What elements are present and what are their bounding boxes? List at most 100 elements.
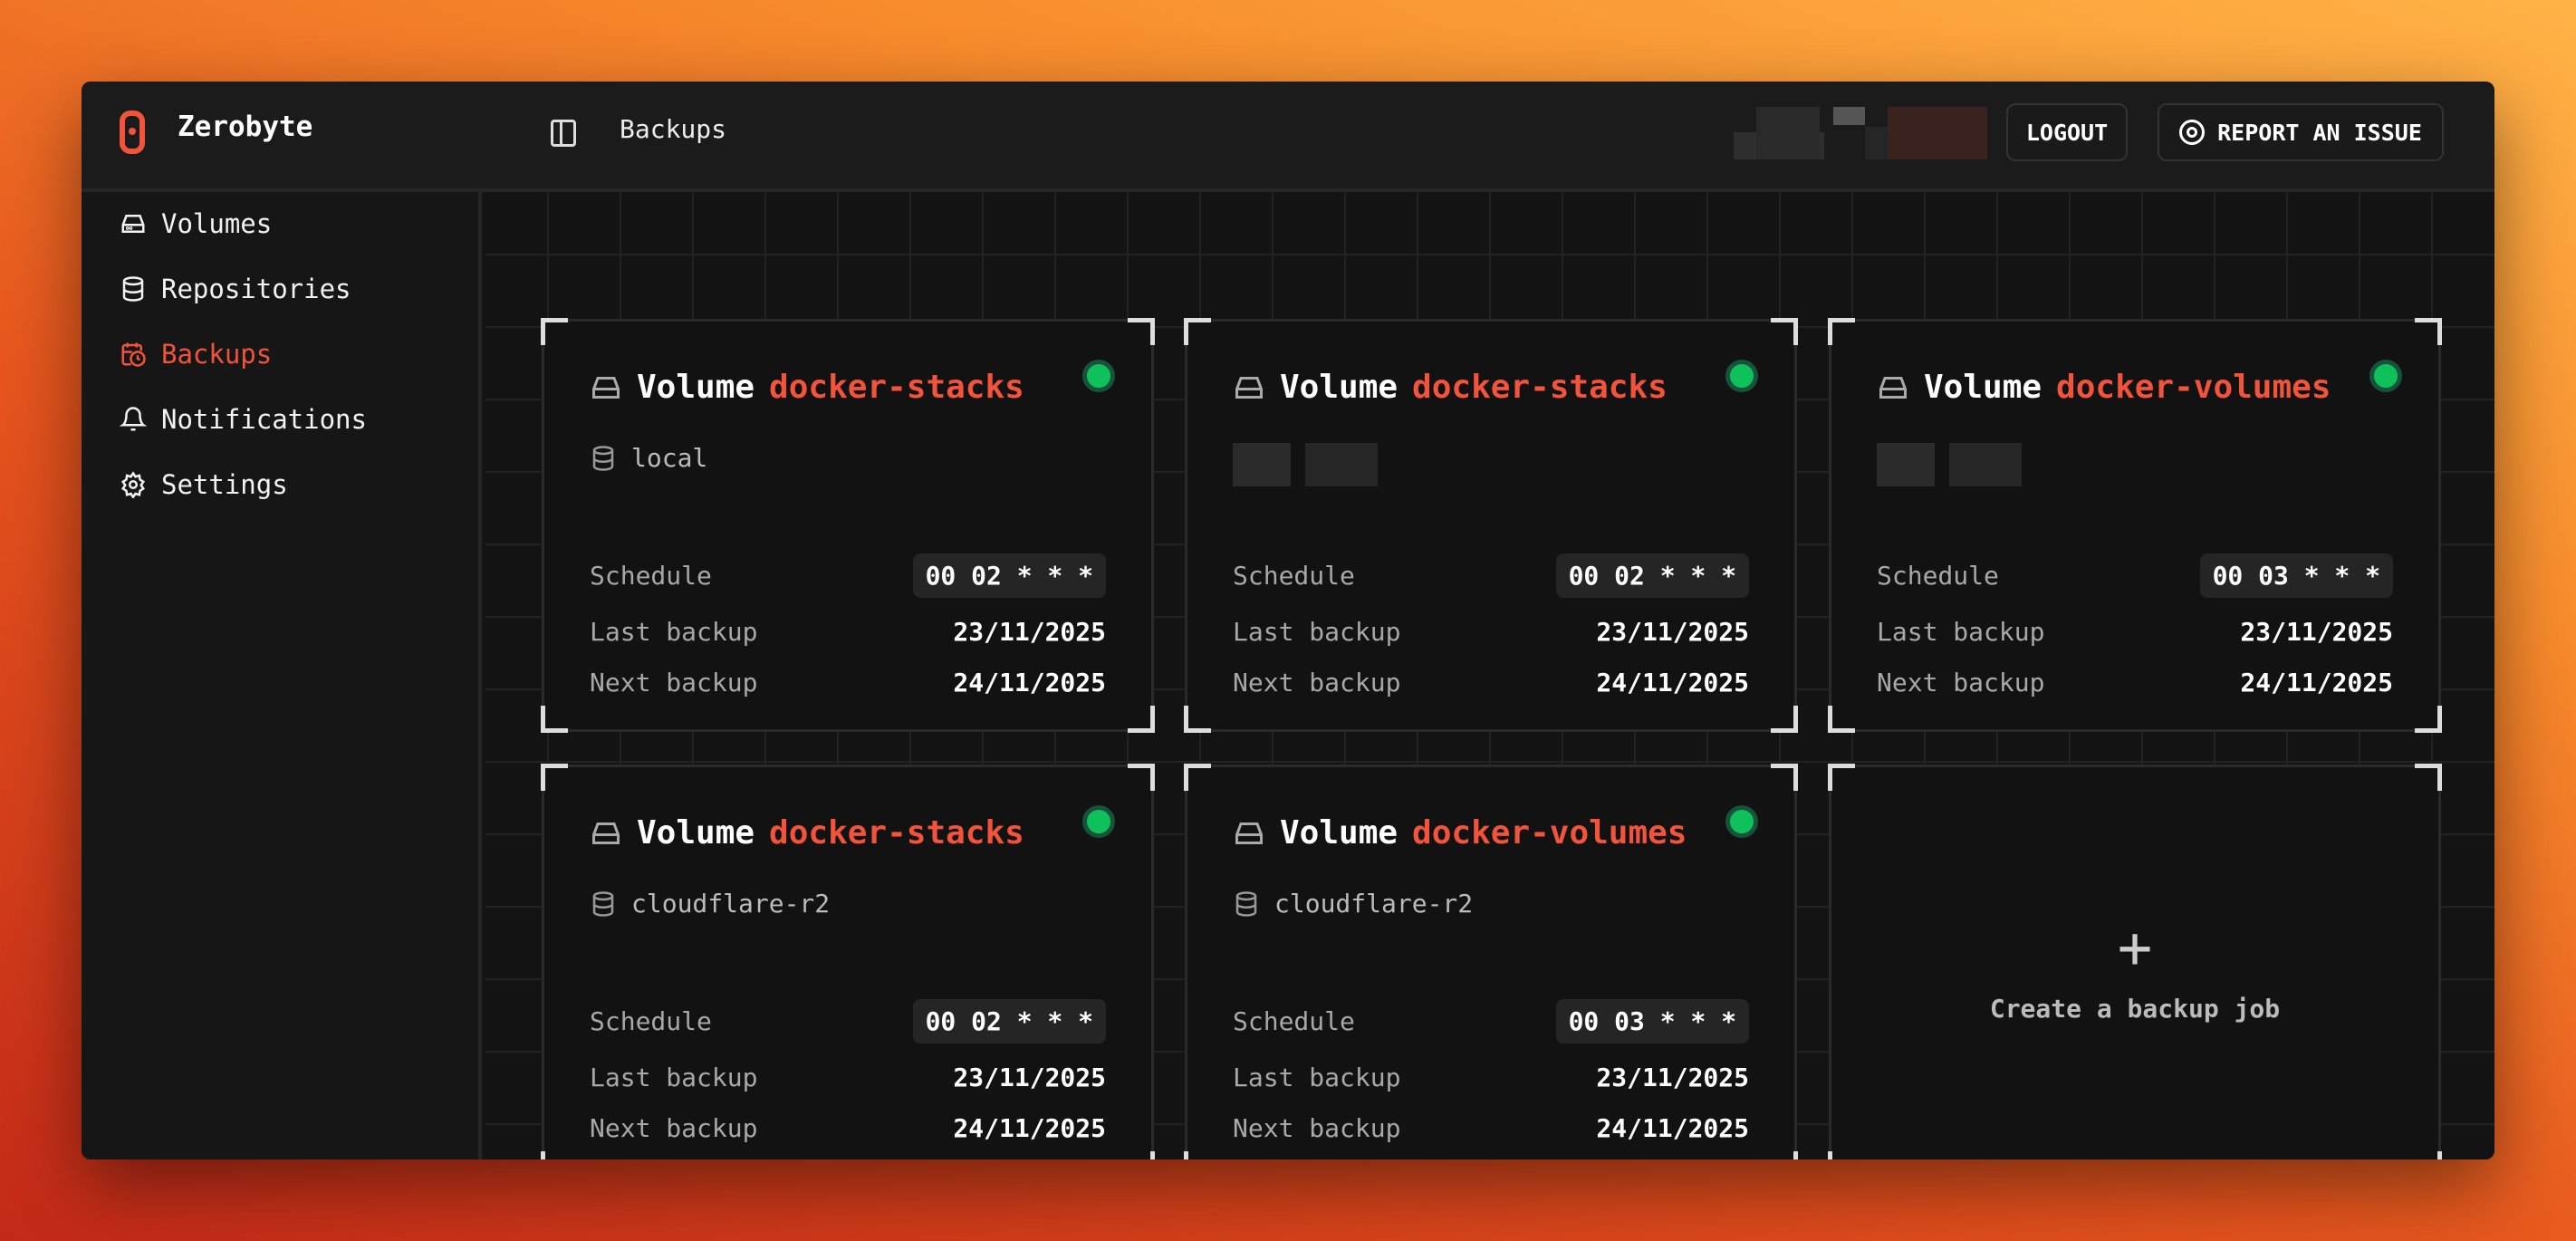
next-backup-value: 24/11/2025 [1596,1113,1749,1143]
redacted-repository [1877,443,2022,486]
sidebar-item-settings[interactable]: Settings [120,469,288,500]
plus-icon: + [2117,914,2153,982]
schedule-label: Schedule [1233,561,1355,591]
lifebuoy-icon [2179,120,2206,145]
card-title: Volume docker-stacks [590,369,1024,406]
schedule-value: 00 02 * * * [912,553,1106,598]
backup-job-card[interactable]: Volume docker-volumes cloudflare-r2 Sche… [1184,764,1798,1159]
last-backup-row: Last backup 23/11/2025 [1233,1063,1749,1092]
backup-job-card[interactable]: Volume docker-stacks local Schedule 00 02… [541,318,1155,733]
next-backup-value: 24/11/2025 [953,1113,1106,1143]
redacted-repository [1233,443,1378,486]
header: Zerobyte Backups LOGOUT REPORT AN ISSUE [82,82,2494,192]
breadcrumb: Backups [620,114,727,144]
sidebar-item-backups[interactable]: Backups [120,339,272,370]
last-backup-row: Last backup 23/11/2025 [1877,617,2393,647]
hard-drive-icon [1235,822,1263,844]
repository: cloudflare-r2 [1233,889,1473,919]
backup-job-card[interactable]: Volume docker-stacks cloudflare-r2 Sched… [541,764,1155,1159]
card-title: Volume docker-volumes [1233,814,1687,851]
backup-job-card[interactable]: Volume docker-stacks Schedule 00 02 * * *… [1184,318,1798,733]
backups-grid: Volume docker-stacks local Schedule 00 02… [485,192,2494,1159]
sidebar-toggle-icon[interactable] [551,120,576,147]
schedule-row: Schedule 00 03 * * * [1877,553,2393,598]
volume-label: Volume [637,369,755,406]
card-title: Volume docker-stacks [1233,369,1668,406]
schedule-row: Schedule 00 02 * * * [590,553,1106,598]
next-backup-label: Next backup [590,1113,758,1143]
next-backup-label: Next backup [1877,668,2045,697]
volume-label: Volume [1280,369,1399,406]
backup-job-card[interactable]: Volume docker-volumes Schedule 00 03 * * … [1828,318,2442,733]
next-backup-row: Next backup 24/11/2025 [1233,668,1749,697]
sidebar-item-label: Backups [161,339,273,370]
sidebar-item-label: Notifications [161,404,367,435]
bell-icon [120,407,147,431]
report-issue-label: REPORT AN ISSUE [2217,119,2422,146]
schedule-row: Schedule 00 02 * * * [590,999,1106,1044]
card-title: Volume docker-stacks [590,814,1024,851]
volume-label: Volume [637,814,755,851]
logout-button[interactable]: LOGOUT [2006,103,2128,161]
sidebar-item-label: Volumes [161,208,273,239]
database-icon [592,890,614,917]
next-backup-value: 24/11/2025 [2240,668,2393,697]
status-indicator [1082,360,1115,392]
database-icon [592,445,614,471]
last-backup-row: Last backup 23/11/2025 [590,1063,1106,1092]
database-icon [122,276,144,302]
volume-name: docker-stacks [769,369,1024,406]
repository-name: cloudflare-r2 [1274,889,1474,919]
status-indicator [1725,360,1758,392]
app-window: Zerobyte Backups LOGOUT REPORT AN ISSUE … [82,82,2494,1159]
volume-name: docker-volumes [1412,814,1687,851]
next-backup-row: Next backup 24/11/2025 [1233,1113,1749,1143]
volume-name: docker-stacks [769,814,1024,851]
report-issue-button[interactable]: REPORT AN ISSUE [2158,103,2444,161]
last-backup-value: 23/11/2025 [1596,1063,1749,1092]
repository-name: cloudflare-r2 [631,889,831,919]
schedule-label: Schedule [590,1006,712,1036]
volume-name: docker-volumes [2056,369,2331,406]
hard-drive-icon [1235,376,1263,399]
database-icon [1235,890,1257,917]
next-backup-row: Next backup 24/11/2025 [1877,668,2393,697]
sidebar-item-label: Repositories [161,274,351,304]
create-label: Create a backup job [1989,993,2281,1024]
card-title: Volume docker-volumes [1877,369,2331,406]
next-backup-label: Next backup [590,668,758,697]
last-backup-label: Last backup [1233,1063,1401,1092]
logo-icon [120,111,145,154]
last-backup-value: 23/11/2025 [953,617,1106,647]
last-backup-row: Last backup 23/11/2025 [1233,617,1749,647]
schedule-value: 00 02 * * * [912,999,1106,1044]
sidebar-item-repositories[interactable]: Repositories [120,274,351,304]
repository: cloudflare-r2 [590,889,830,919]
volume-label: Volume [1280,814,1399,851]
next-backup-row: Next backup 24/11/2025 [590,1113,1106,1143]
last-backup-value: 23/11/2025 [953,1063,1106,1092]
hard-drive-icon [592,376,620,399]
next-backup-value: 24/11/2025 [953,668,1106,697]
last-backup-label: Last backup [590,1063,758,1092]
calendar-clock-icon [121,342,146,367]
next-backup-value: 24/11/2025 [1596,668,1749,697]
status-indicator [1082,805,1115,838]
schedule-value: 00 02 * * * [1555,553,1749,598]
create-backup-job-button[interactable]: + Create a backup job [1828,764,2442,1159]
schedule-row: Schedule 00 03 * * * [1233,999,1749,1044]
schedule-row: Schedule 00 02 * * * [1233,553,1749,598]
next-backup-label: Next backup [1233,1113,1401,1143]
last-backup-label: Last backup [1233,617,1401,647]
sidebar-item-volumes[interactable]: Volumes [120,208,272,239]
sidebar-item-label: Settings [161,469,288,500]
last-backup-value: 23/11/2025 [1596,617,1749,647]
sidebar: Volumes Repositories Backups Notificatio… [82,192,482,1159]
redacted-user-info [1734,107,1987,159]
schedule-label: Schedule [1877,561,1999,591]
hard-drive-icon [121,215,145,233]
last-backup-label: Last backup [590,617,758,647]
status-indicator [1725,805,1758,838]
sidebar-item-notifications[interactable]: Notifications [120,404,367,435]
volume-name: docker-stacks [1412,369,1668,406]
